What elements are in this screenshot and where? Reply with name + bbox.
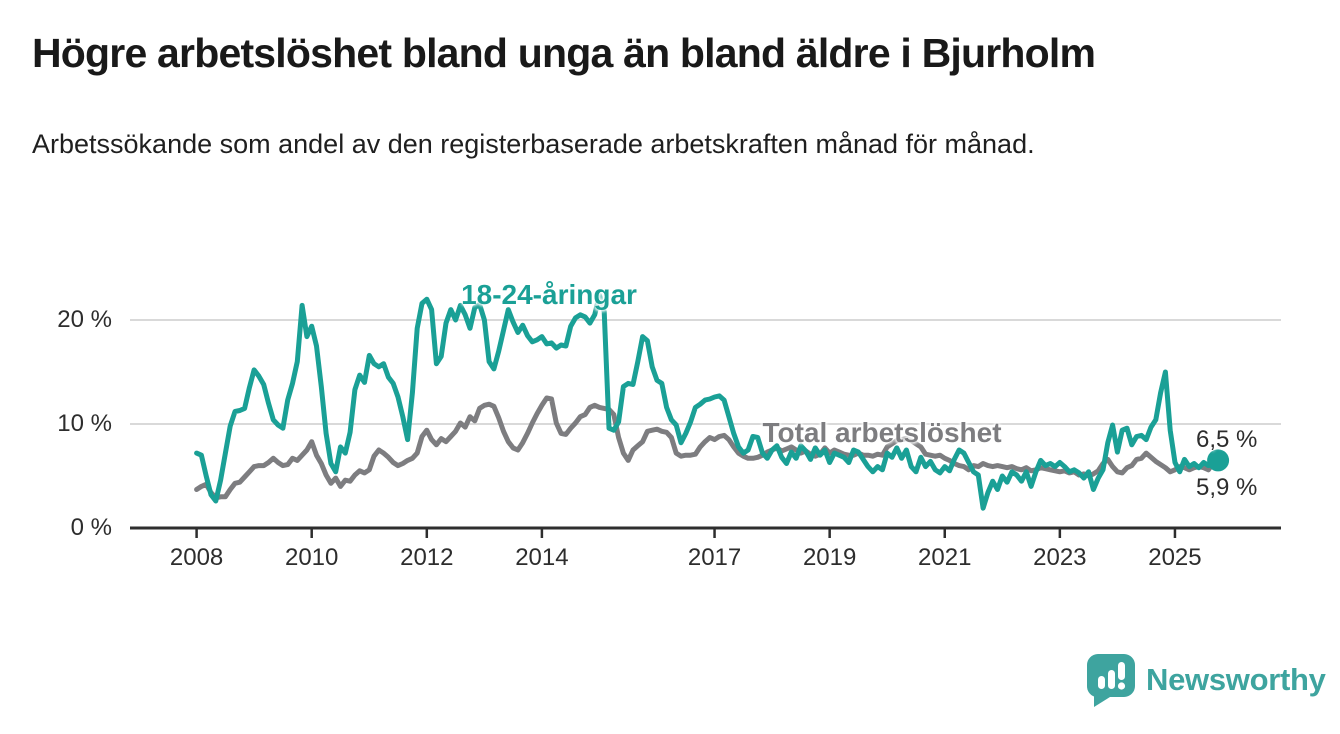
page-title: Högre arbetslöshet bland unga än bland ä… (32, 30, 1096, 76)
end-value-youth: 6,5 % (1196, 426, 1258, 453)
newsworthy-logo-icon (1086, 654, 1135, 707)
x-axis-tick-label: 2012 (400, 544, 454, 571)
x-axis-tick-label: 2019 (802, 544, 857, 571)
y-axis-tick-label: 0 % (70, 514, 112, 541)
series-line-total (194, 395, 1221, 501)
x-axis-tick-label: 2023 (1033, 544, 1087, 571)
x-axis-tick-label: 2017 (687, 544, 742, 571)
end-value-total: 5,9 % (1196, 474, 1258, 501)
series-label-youth: 18-24-åringar (461, 279, 637, 310)
y-axis-tick-label: 20 % (57, 306, 112, 333)
chart-subtitle: Arbetssökande som andel av den registerb… (32, 129, 1035, 159)
x-axis-tick-label: 2008 (169, 544, 224, 571)
series-line-youth (194, 292, 1221, 511)
series-label-total: Total arbetslöshet (762, 417, 1002, 448)
x-axis-tick-label: 2010 (284, 544, 339, 571)
x-axis-tick-label: 2025 (1148, 544, 1202, 571)
x-axis-tick-label: 2014 (515, 544, 569, 571)
series-end-dot (1207, 449, 1230, 472)
newsworthy-brand-text: Newsworthy (1146, 662, 1326, 697)
newsworthy-brand[interactable]: Newsworthy (1084, 652, 1326, 708)
x-axis-tick-label: 2021 (918, 544, 972, 571)
y-axis-tick-label: 10 % (57, 410, 112, 437)
